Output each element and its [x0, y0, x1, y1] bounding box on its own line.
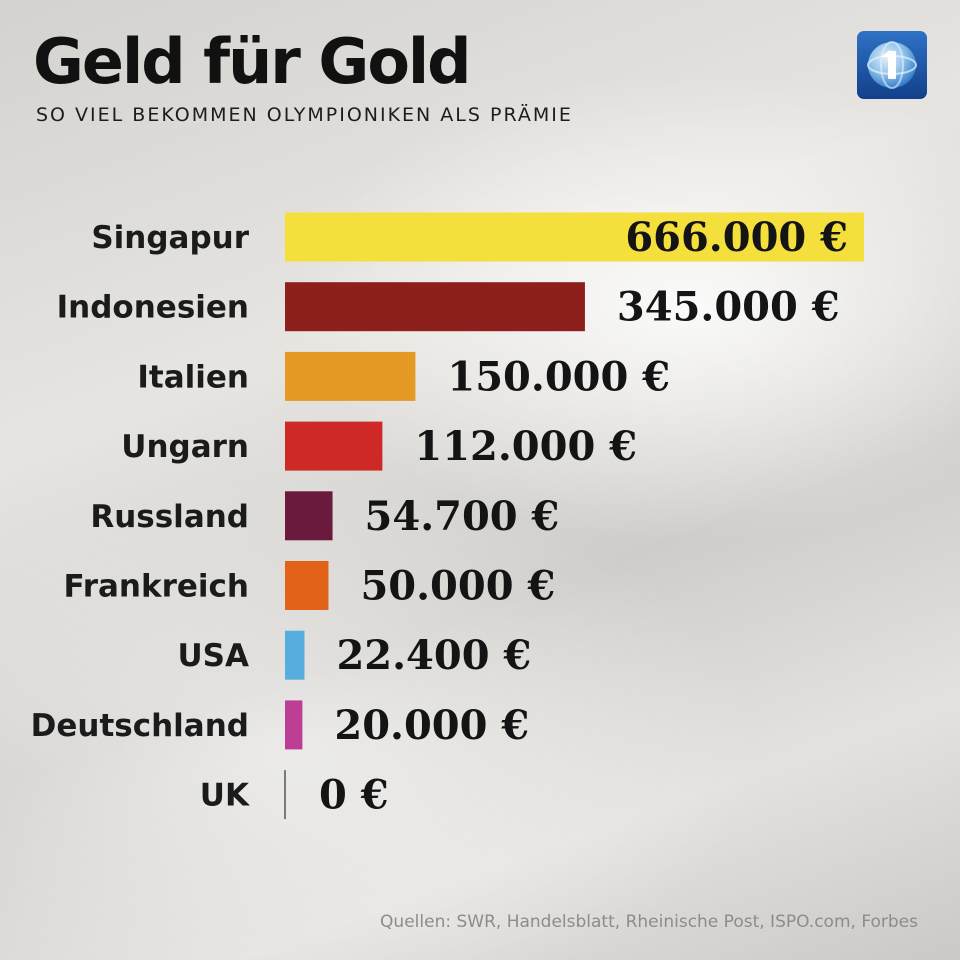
- tagesschau-logo-icon: [857, 31, 927, 99]
- value-label-indonesien: 345.000 €: [617, 284, 840, 331]
- category-label-russland: Russland: [90, 499, 249, 535]
- category-label-indonesien: Indonesien: [57, 290, 249, 326]
- category-label-uk: UK: [200, 778, 250, 814]
- bar-frankreich: [285, 561, 329, 610]
- category-label-frankreich: Frankreich: [64, 569, 249, 605]
- value-label-ungarn: 112.000 €: [414, 423, 637, 470]
- value-label-singapur: 666.000 €: [625, 214, 848, 261]
- value-label-usa: 22.400 €: [336, 632, 531, 679]
- chart-title: Geld für Gold: [33, 25, 472, 98]
- value-label-frankreich: 50.000 €: [360, 563, 555, 610]
- bar-deutschland: [285, 700, 303, 750]
- bar-ungarn: [285, 421, 383, 471]
- source-note: Quellen: SWR, Handelsblatt, Rheinische P…: [380, 912, 918, 932]
- category-label-singapur: Singapur: [91, 220, 249, 256]
- category-label-deutschland: Deutschland: [31, 708, 249, 744]
- category-label-ungarn: Ungarn: [121, 429, 249, 465]
- value-label-uk: 0 €: [319, 772, 389, 819]
- bar-russland: [285, 491, 333, 541]
- category-label-italien: Italien: [137, 359, 249, 395]
- value-label-russland: 54.700 €: [365, 493, 560, 540]
- value-label-italien: 150.000 €: [447, 353, 670, 400]
- chart-subtitle: SO VIEL BEKOMMEN OLYMPIONIKEN ALS PRÄMIE: [36, 104, 573, 126]
- category-label-usa: USA: [178, 638, 250, 674]
- value-label-deutschland: 20.000 €: [334, 702, 529, 749]
- bar-usa: [285, 630, 305, 680]
- bar-indonesien: [285, 282, 585, 332]
- bar-italien: [285, 351, 416, 401]
- bar-singapur: [285, 212, 864, 262]
